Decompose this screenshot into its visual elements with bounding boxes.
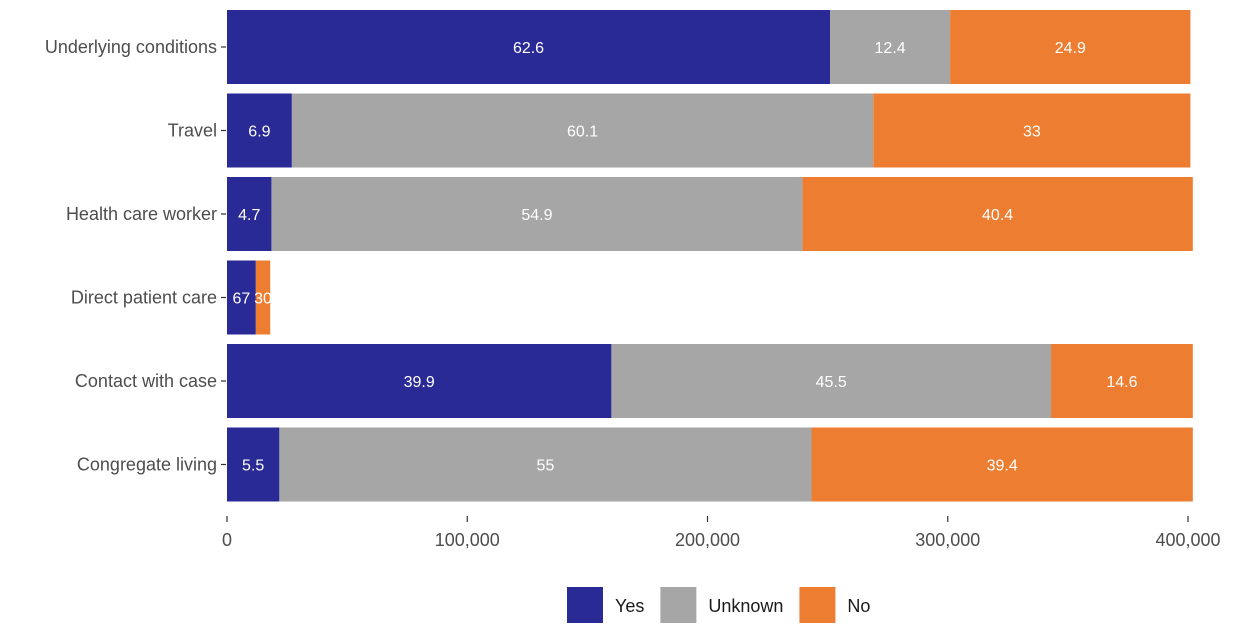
bar-labels-layer: 62.6 12.4 24.9 6.9 60.1 33 4.7 54.9 40.4 67 30 39.9…: [233, 40, 1138, 475]
x-axis: 0 100,000 200,000 300,000 400,000: [222, 516, 1221, 550]
legend-label-yes: Yes: [615, 596, 644, 616]
bar-contact-with-case-no: [1051, 344, 1193, 418]
bars-layer: [227, 10, 1193, 502]
bar-health-care-worker-unknown: [271, 177, 803, 251]
bar-label-travel-unknown: 60.1: [567, 124, 598, 141]
bar-underlying-conditions-yes: [227, 10, 831, 84]
legend-key-unknown: [660, 587, 697, 623]
bar-congregate-living-unknown: [279, 427, 812, 502]
bar-contact-with-case-yes: [227, 344, 612, 418]
y-category-label-congregate-living: Congregate living: [77, 455, 217, 475]
bar-congregate-living-no: [811, 427, 1193, 502]
bar-label-direct-patient-care-no: 30: [254, 291, 272, 308]
bar-congregate-living-yes: [227, 427, 280, 502]
bar-label-contact-with-case-yes: 39.9: [404, 374, 435, 391]
bar-underlying-conditions-no: [950, 10, 1191, 84]
bar-direct-patient-care-yes: [227, 260, 256, 335]
bar-label-travel-yes: 6.9: [248, 124, 270, 141]
bar-label-underlying-conditions-no: 24.9: [1055, 40, 1086, 57]
x-tick-label-0: 0: [222, 530, 232, 550]
bar-travel-no: [873, 93, 1191, 168]
legend-label-unknown: Unknown: [708, 596, 783, 616]
bar-label-congregate-living-no: 39.4: [987, 458, 1018, 475]
legend: Yes Unknown No: [567, 587, 870, 623]
bar-label-congregate-living-unknown: 55: [537, 458, 555, 475]
bar-label-contact-with-case-unknown: 45.5: [816, 374, 847, 391]
bar-label-underlying-conditions-yes: 62.6: [513, 40, 544, 57]
x-tick-label-1: 100,000: [435, 530, 500, 550]
y-category-label-health-care-worker: Health care worker: [66, 204, 217, 224]
y-category-label-underlying-conditions: Underlying conditions: [45, 37, 217, 57]
bar-contact-with-case-unknown: [611, 344, 1052, 418]
bar-label-contact-with-case-no: 14.6: [1106, 374, 1137, 391]
bar-label-health-care-worker-no: 40.4: [982, 207, 1013, 224]
bar-label-direct-patient-care-yes: 67: [233, 291, 251, 308]
bar-label-congregate-living-yes: 5.5: [242, 458, 264, 475]
y-category-label-travel: Travel: [168, 121, 217, 141]
legend-key-yes: [567, 587, 603, 623]
bar-travel-unknown: [291, 93, 874, 168]
bar-direct-patient-care-no: [255, 260, 271, 335]
y-category-label-contact-with-case: Contact with case: [75, 371, 217, 391]
bar-travel-yes: [227, 93, 292, 168]
x-tick-label-2: 200,000: [675, 530, 740, 550]
bar-underlying-conditions-unknown: [830, 10, 951, 84]
x-tick-label-4: 400,000: [1155, 530, 1220, 550]
bar-label-underlying-conditions-unknown: 12.4: [875, 40, 906, 57]
bar-label-travel-no: 33: [1023, 124, 1041, 141]
y-axis: Underlying conditions Travel Health care w…: [45, 37, 226, 475]
bar-health-care-worker-yes: [227, 177, 272, 251]
legend-label-no: No: [847, 596, 870, 616]
bar-label-health-care-worker-yes: 4.7: [238, 207, 260, 224]
x-tick-label-3: 300,000: [915, 530, 980, 550]
legend-key-no: [799, 587, 836, 623]
bar-health-care-worker-no: [802, 177, 1193, 251]
y-category-label-direct-patient-care: Direct patient care: [71, 288, 217, 308]
bar-label-health-care-worker-unknown: 54.9: [521, 207, 552, 224]
